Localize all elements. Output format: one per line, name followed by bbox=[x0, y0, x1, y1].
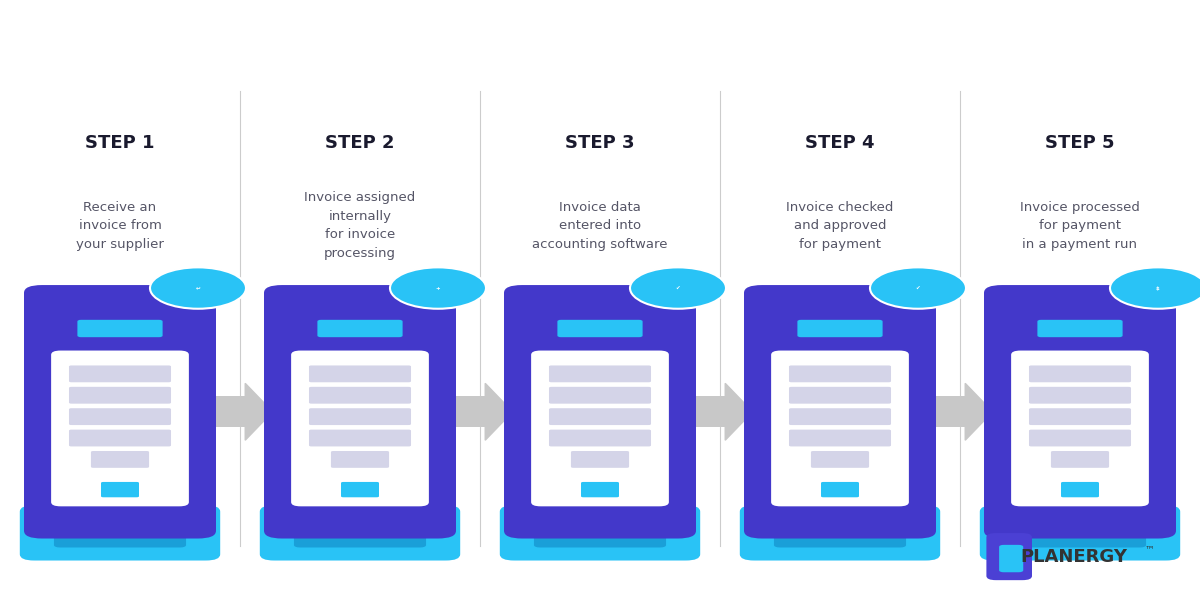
FancyBboxPatch shape bbox=[52, 350, 188, 507]
FancyBboxPatch shape bbox=[19, 505, 221, 560]
Text: ✔: ✔ bbox=[916, 286, 920, 291]
FancyBboxPatch shape bbox=[1000, 545, 1024, 572]
Text: STEP 4: STEP 4 bbox=[805, 134, 875, 152]
FancyBboxPatch shape bbox=[986, 533, 1032, 580]
FancyBboxPatch shape bbox=[788, 387, 892, 404]
FancyBboxPatch shape bbox=[54, 518, 186, 548]
Circle shape bbox=[150, 267, 246, 309]
Text: STEP 5: STEP 5 bbox=[1045, 134, 1115, 152]
Circle shape bbox=[870, 267, 966, 309]
FancyBboxPatch shape bbox=[499, 505, 701, 560]
Bar bbox=[208, 396, 245, 428]
FancyBboxPatch shape bbox=[260, 505, 461, 560]
Bar bbox=[928, 396, 965, 428]
Text: ✔: ✔ bbox=[676, 286, 680, 291]
FancyBboxPatch shape bbox=[774, 518, 906, 548]
FancyBboxPatch shape bbox=[548, 408, 652, 425]
FancyBboxPatch shape bbox=[739, 505, 941, 560]
Text: Invoice checked
and approved
for payment: Invoice checked and approved for payment bbox=[786, 200, 894, 251]
Text: Invoice assigned
internally
for invoice
processing: Invoice assigned internally for invoice … bbox=[305, 191, 415, 260]
FancyBboxPatch shape bbox=[68, 408, 172, 425]
FancyBboxPatch shape bbox=[292, 350, 428, 507]
FancyBboxPatch shape bbox=[331, 451, 389, 468]
FancyBboxPatch shape bbox=[788, 408, 892, 425]
FancyBboxPatch shape bbox=[78, 320, 163, 337]
FancyBboxPatch shape bbox=[548, 365, 652, 382]
Text: Invoice data
entered into
accounting software: Invoice data entered into accounting sof… bbox=[533, 200, 667, 251]
FancyBboxPatch shape bbox=[308, 365, 412, 382]
Text: Manual Accounts Payable Process: Manual Accounts Payable Process bbox=[256, 23, 944, 57]
FancyBboxPatch shape bbox=[557, 320, 643, 337]
FancyBboxPatch shape bbox=[68, 429, 172, 447]
FancyBboxPatch shape bbox=[1028, 429, 1132, 447]
Text: STEP 2: STEP 2 bbox=[325, 134, 395, 152]
FancyBboxPatch shape bbox=[308, 387, 412, 404]
Bar bbox=[688, 396, 725, 428]
FancyBboxPatch shape bbox=[788, 365, 892, 382]
Text: Receive an
invoice from
your supplier: Receive an invoice from your supplier bbox=[76, 200, 164, 251]
FancyBboxPatch shape bbox=[308, 429, 412, 447]
FancyBboxPatch shape bbox=[318, 320, 403, 337]
FancyBboxPatch shape bbox=[1014, 518, 1146, 548]
Text: $: $ bbox=[1156, 286, 1160, 291]
Circle shape bbox=[1110, 267, 1200, 309]
Text: Invoice processed
for payment
in a payment run: Invoice processed for payment in a payme… bbox=[1020, 200, 1140, 251]
FancyBboxPatch shape bbox=[571, 451, 629, 468]
FancyBboxPatch shape bbox=[1012, 350, 1148, 507]
FancyBboxPatch shape bbox=[979, 505, 1181, 560]
FancyBboxPatch shape bbox=[264, 285, 456, 539]
FancyBboxPatch shape bbox=[101, 482, 139, 498]
FancyBboxPatch shape bbox=[821, 482, 859, 498]
FancyBboxPatch shape bbox=[1061, 482, 1099, 498]
Polygon shape bbox=[245, 383, 272, 440]
FancyBboxPatch shape bbox=[341, 482, 379, 498]
Text: STEP 1: STEP 1 bbox=[85, 134, 155, 152]
Polygon shape bbox=[965, 383, 992, 440]
FancyBboxPatch shape bbox=[504, 285, 696, 539]
Circle shape bbox=[390, 267, 486, 309]
FancyBboxPatch shape bbox=[532, 350, 668, 507]
Circle shape bbox=[630, 267, 726, 309]
FancyBboxPatch shape bbox=[581, 482, 619, 498]
Text: ↩: ↩ bbox=[196, 286, 200, 291]
FancyBboxPatch shape bbox=[91, 451, 149, 468]
Polygon shape bbox=[725, 383, 752, 440]
FancyBboxPatch shape bbox=[1051, 451, 1109, 468]
Bar bbox=[448, 396, 485, 428]
FancyBboxPatch shape bbox=[548, 429, 652, 447]
FancyBboxPatch shape bbox=[811, 451, 869, 468]
FancyBboxPatch shape bbox=[294, 518, 426, 548]
FancyBboxPatch shape bbox=[984, 285, 1176, 539]
FancyBboxPatch shape bbox=[798, 320, 883, 337]
FancyBboxPatch shape bbox=[744, 285, 936, 539]
FancyBboxPatch shape bbox=[1028, 365, 1132, 382]
Polygon shape bbox=[485, 383, 512, 440]
Text: STEP 3: STEP 3 bbox=[565, 134, 635, 152]
Text: ™: ™ bbox=[1145, 544, 1154, 554]
FancyBboxPatch shape bbox=[772, 350, 908, 507]
FancyBboxPatch shape bbox=[1038, 320, 1123, 337]
FancyBboxPatch shape bbox=[68, 387, 172, 404]
FancyBboxPatch shape bbox=[24, 285, 216, 539]
FancyBboxPatch shape bbox=[1028, 408, 1132, 425]
FancyBboxPatch shape bbox=[788, 429, 892, 447]
FancyBboxPatch shape bbox=[308, 408, 412, 425]
Text: +: + bbox=[436, 286, 440, 291]
FancyBboxPatch shape bbox=[534, 518, 666, 548]
FancyBboxPatch shape bbox=[548, 387, 652, 404]
FancyBboxPatch shape bbox=[68, 365, 172, 382]
Text: PLANERGY: PLANERGY bbox=[1020, 548, 1128, 566]
FancyBboxPatch shape bbox=[1028, 387, 1132, 404]
